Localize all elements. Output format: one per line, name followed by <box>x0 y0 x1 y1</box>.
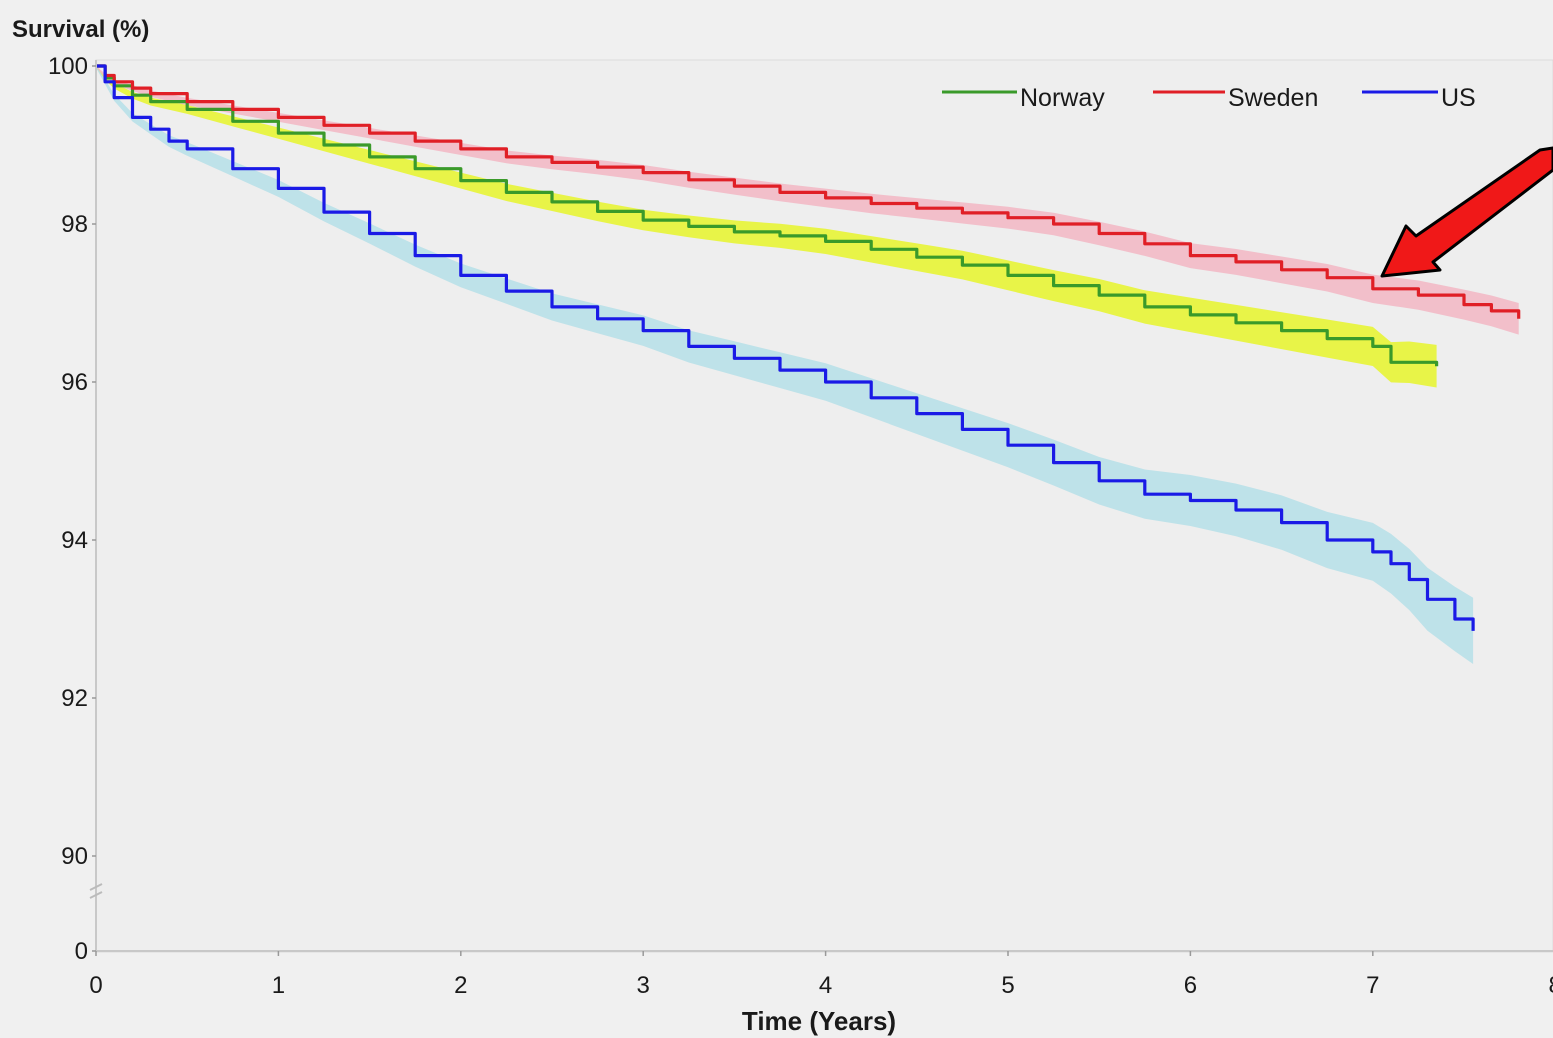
series-line-norway <box>96 64 1439 367</box>
y-tick-label: 100 <box>48 53 88 80</box>
legend-label-sweden: Sweden <box>1228 84 1318 112</box>
y-tick-label: 96 <box>61 369 88 396</box>
legend: Norway Sweden US <box>942 84 1476 112</box>
x-tick-label: 0 <box>89 972 102 999</box>
legend-label-us: US <box>1441 84 1476 112</box>
axes: 100 98 96 94 92 90 00 1 2 3 4 5 6 7 8 <box>48 53 1553 999</box>
legend-label-norway: Norway <box>1020 84 1105 112</box>
survival-lines <box>96 64 1521 631</box>
x-tick-label: 4 <box>819 972 832 999</box>
confidence-band-us <box>96 66 1474 664</box>
x-tick-label: 7 <box>1366 972 1379 999</box>
x-tick-label: 1 <box>272 972 285 999</box>
series-line-us <box>96 64 1475 631</box>
series-line-sweden <box>96 64 1521 319</box>
x-axis-label: Time (Years) <box>742 1006 896 1036</box>
annotation-arrow <box>1380 146 1553 278</box>
y-tick-label: 92 <box>61 685 88 712</box>
x-tick-label: 3 <box>637 972 650 999</box>
x-tick-label: 6 <box>1184 972 1197 999</box>
confidence-bands <box>96 66 1519 664</box>
x-tick-label: 5 <box>1001 972 1014 999</box>
axis-break-mark <box>89 883 103 891</box>
axis-break-mark <box>89 891 103 899</box>
y-axis-label: Survival (%) <box>12 16 149 43</box>
y-tick-label: 0 <box>75 938 88 965</box>
confidence-band-sweden <box>96 66 1519 335</box>
arrow-icon <box>1380 146 1553 278</box>
y-tick-label: 98 <box>61 211 88 238</box>
y-tick-label: 94 <box>61 527 88 554</box>
x-tick-label: 8 <box>1549 972 1553 999</box>
y-tick-label: 90 <box>61 843 88 870</box>
x-tick-label: 2 <box>454 972 467 999</box>
confidence-band-norway <box>96 66 1437 388</box>
